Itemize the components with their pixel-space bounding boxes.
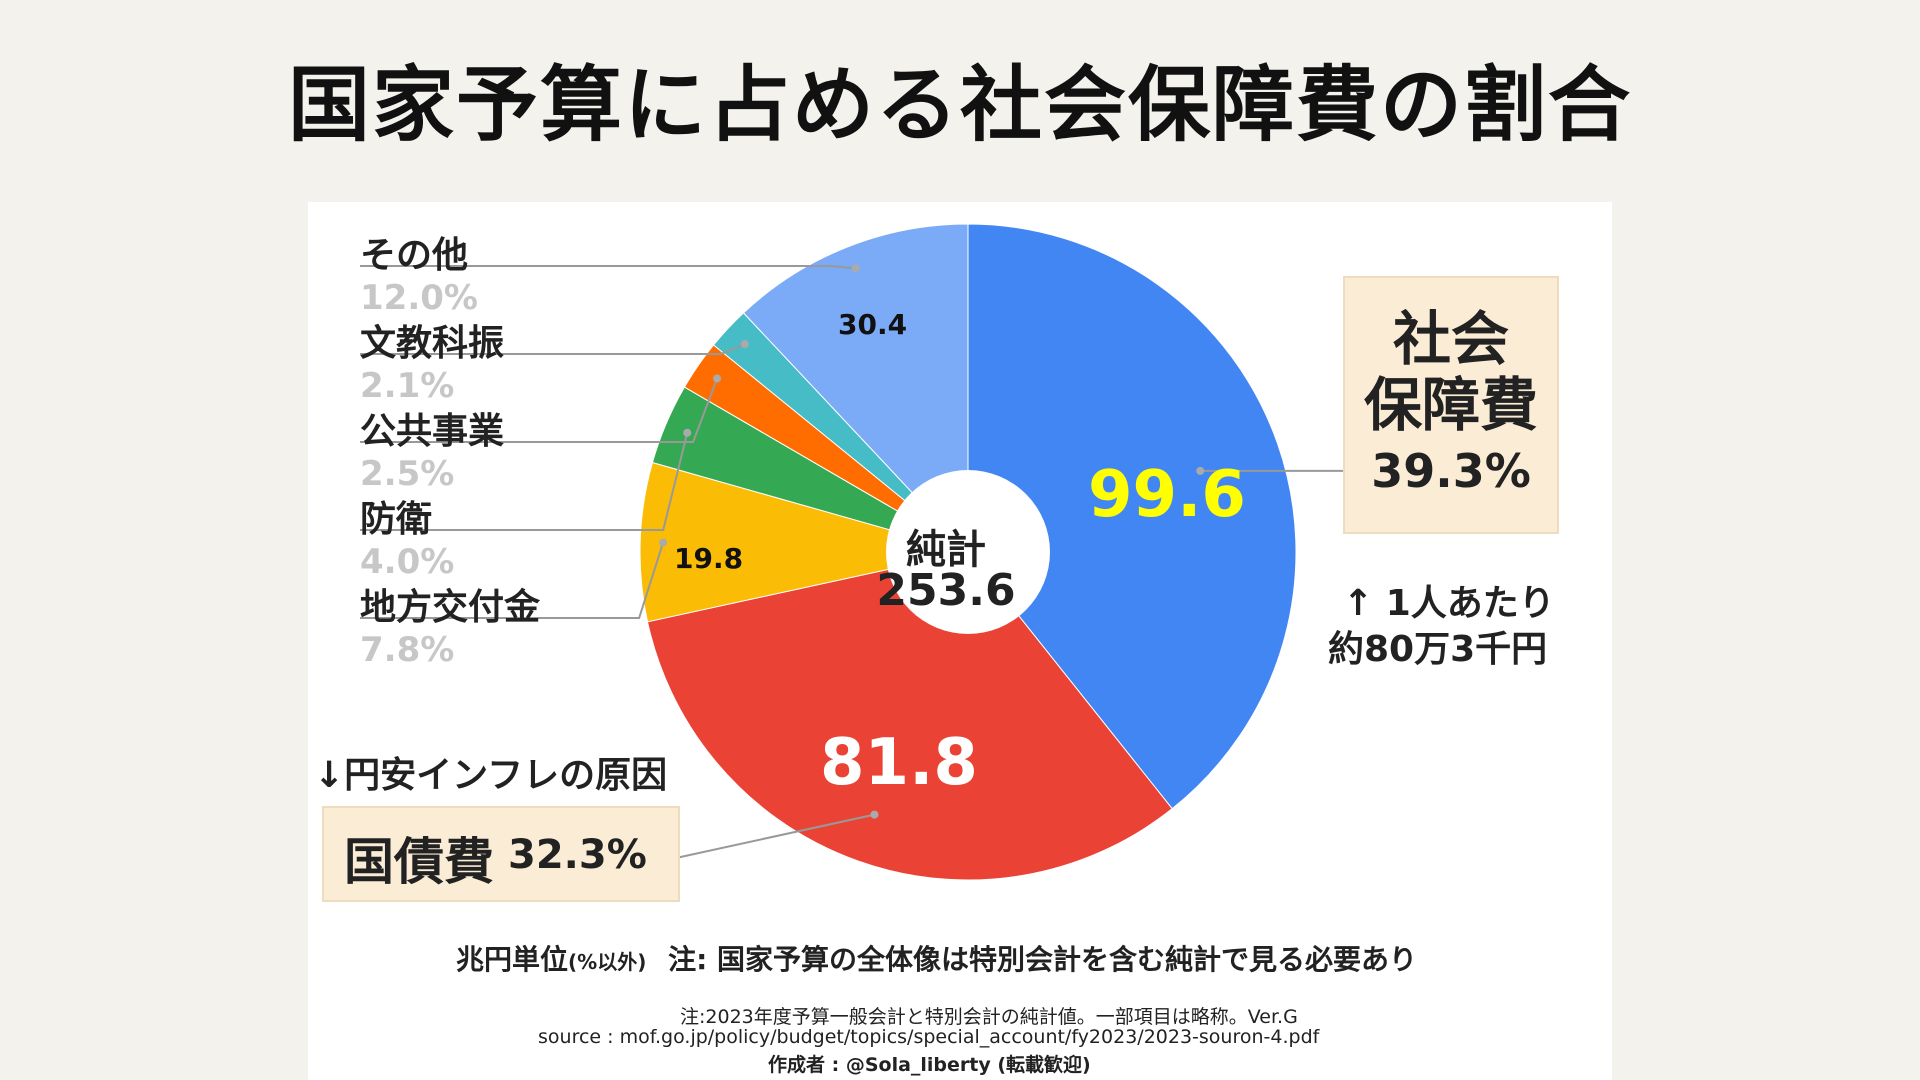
leader-line-left-0	[360, 265, 856, 270]
debt-cause-note: ↓円安インフレの原因	[314, 755, 668, 796]
leader-dot-left-0	[851, 264, 860, 273]
leader-line-left-4	[360, 542, 665, 619]
leader-line-left-1	[360, 343, 746, 355]
label-local-grant-pct: 7.8%	[360, 630, 455, 670]
debt-box: 国債費 32.3%	[322, 806, 680, 902]
per-person-line2: 約80万3千円	[1328, 629, 1548, 670]
leader-dot-left-3	[683, 428, 692, 437]
pie-slice-1	[646, 551, 1173, 881]
leader-line-debt	[675, 813, 875, 859]
value-label-debt: 81.8	[820, 726, 978, 800]
unit-note-sub: (%以外)	[568, 950, 647, 974]
social-security-box: 社会 保障費 39.3%	[1343, 276, 1559, 534]
leader-dot-debt	[870, 810, 879, 819]
label-public-works-name: 公共事業	[360, 411, 505, 452]
social-security-pct: 39.3%	[1371, 444, 1531, 498]
chart-panel: その他 12.0% 文教科振 2.1% 公共事業 2.5% 防衛 4.0% 地方…	[308, 202, 1612, 1080]
footer-author: 作成者 : @Sola_liberty (転載歓迎)	[768, 1054, 1091, 1076]
social-security-line1: 社会	[1392, 305, 1509, 373]
value-label-other: 30.4	[838, 308, 908, 341]
social-security-line2: 保障費	[1363, 371, 1538, 439]
debt-name: 国債費	[344, 833, 494, 891]
leader-dot-left-1	[740, 340, 749, 349]
label-public-works-pct: 2.5%	[360, 454, 455, 494]
leader-line-left-2	[360, 378, 719, 443]
per-person-line1: ↑ 1人あたり	[1343, 583, 1555, 624]
pie-chart	[360, 223, 1343, 881]
unit-note: 兆円単位(%以外) 注: 国家予算の全体像は特別会計を含む純計で見る必要あり	[456, 938, 1417, 978]
footer-note-small: 注:2023年度予算一般会計と特別会計の純計値。一部項目は略称。Ver.G	[680, 1006, 1298, 1028]
label-defense-pct: 4.0%	[360, 542, 455, 582]
label-local-grant-name: 地方交付金	[360, 587, 541, 628]
center-label: 純計	[906, 527, 986, 573]
leader-dot-left-2	[713, 374, 722, 383]
label-education-name: 文教科振	[360, 323, 505, 364]
label-defense-name: 防衛	[360, 499, 433, 540]
leader-dot-social	[1196, 466, 1205, 475]
pie-slice-0	[967, 223, 1297, 810]
pie-slice-2	[639, 461, 969, 623]
label-other-name: その他	[360, 235, 469, 276]
label-education-pct: 2.1%	[360, 366, 455, 406]
leader-dot-left-4	[659, 538, 668, 547]
footer-source: source : mof.go.jp/policy/budget/topics/…	[538, 1026, 1320, 1048]
pie-center-hole	[886, 470, 1050, 634]
unit-note-main: 兆円単位	[456, 943, 569, 976]
pie-slice-6	[742, 223, 969, 554]
label-other-pct: 12.0%	[360, 278, 478, 318]
value-label-local-grant: 19.8	[674, 542, 744, 575]
page-title: 国家予算に占める社会保障費の割合	[287, 58, 1632, 153]
value-label-social: 99.6	[1088, 458, 1246, 532]
footer-note-main: 注: 国家予算の全体像は特別会計を含む純計で見る必要あり	[668, 943, 1418, 976]
leader-line-left-3	[360, 432, 689, 531]
debt-pct: 32.3%	[508, 832, 647, 878]
center-total: 253.6	[876, 565, 1016, 616]
